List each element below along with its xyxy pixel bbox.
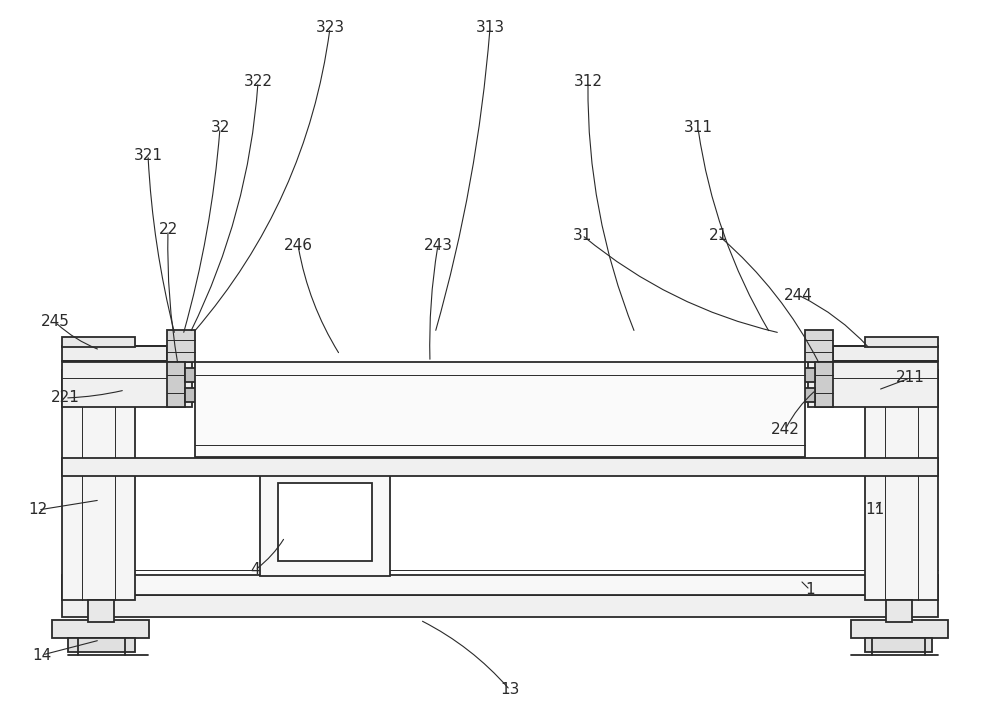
Text: 1: 1 bbox=[805, 583, 815, 597]
Bar bbox=[815, 362, 833, 407]
Bar bbox=[851, 620, 948, 638]
Text: 13: 13 bbox=[500, 682, 520, 697]
Bar bbox=[167, 330, 195, 362]
Text: 243: 243 bbox=[424, 237, 452, 252]
Text: 246: 246 bbox=[284, 237, 312, 252]
Text: 14: 14 bbox=[32, 647, 52, 662]
Text: 244: 244 bbox=[784, 287, 812, 302]
Text: 22: 22 bbox=[158, 222, 178, 237]
Text: 221: 221 bbox=[51, 391, 79, 406]
Bar bbox=[808, 362, 938, 407]
Bar bbox=[260, 468, 390, 576]
Bar bbox=[185, 368, 197, 382]
Text: 4: 4 bbox=[250, 563, 260, 578]
Bar bbox=[865, 370, 938, 600]
Bar bbox=[886, 600, 912, 622]
Bar bbox=[62, 575, 938, 595]
Bar bbox=[803, 388, 815, 402]
Bar bbox=[62, 337, 135, 347]
Text: 313: 313 bbox=[475, 21, 505, 36]
Bar bbox=[167, 362, 185, 407]
Bar bbox=[62, 595, 938, 617]
Bar bbox=[803, 368, 815, 382]
Text: 321: 321 bbox=[134, 148, 162, 163]
Text: 242: 242 bbox=[771, 423, 799, 438]
Bar bbox=[195, 362, 805, 457]
Text: 11: 11 bbox=[865, 503, 885, 518]
Text: 322: 322 bbox=[244, 74, 272, 90]
Bar bbox=[62, 458, 938, 476]
Text: 323: 323 bbox=[315, 21, 345, 36]
Bar bbox=[62, 370, 135, 600]
Bar bbox=[865, 337, 938, 347]
Text: 311: 311 bbox=[684, 120, 712, 135]
Bar bbox=[62, 362, 192, 407]
Text: 31: 31 bbox=[572, 227, 592, 242]
Text: 12: 12 bbox=[28, 503, 48, 518]
Text: 21: 21 bbox=[708, 227, 728, 242]
Bar bbox=[88, 600, 114, 622]
Bar bbox=[833, 346, 938, 361]
Text: 245: 245 bbox=[41, 314, 69, 329]
Bar bbox=[62, 346, 167, 361]
Bar bbox=[52, 620, 149, 638]
Bar bbox=[805, 330, 833, 362]
Text: 312: 312 bbox=[574, 74, 602, 90]
Bar bbox=[865, 638, 932, 652]
Bar bbox=[278, 483, 372, 561]
Text: 32: 32 bbox=[210, 120, 230, 135]
Bar bbox=[185, 388, 197, 402]
Bar bbox=[68, 638, 135, 652]
Text: 211: 211 bbox=[896, 371, 924, 386]
